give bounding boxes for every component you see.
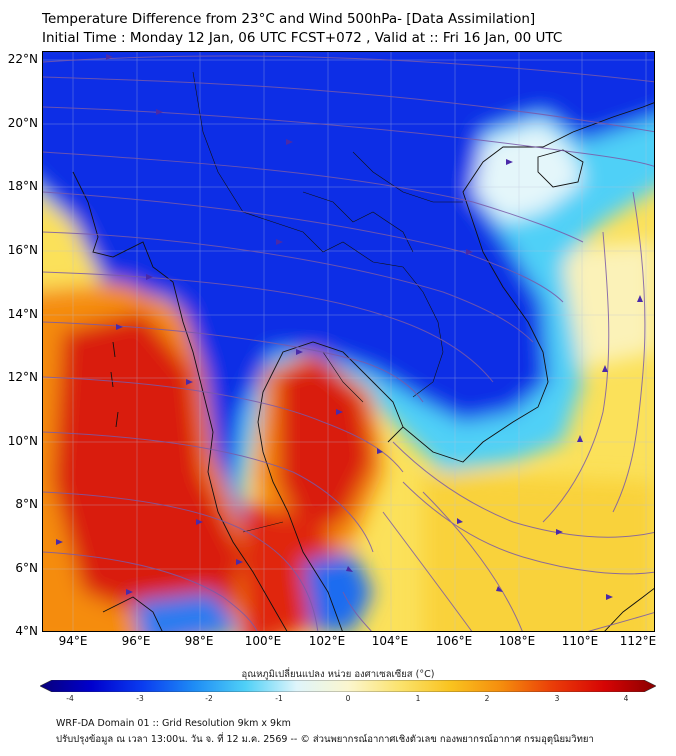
colorbar-tick: 4 [623, 694, 629, 703]
map-subtitle: Initial Time : Monday 12 Jan, 06 UTC FCS… [42, 30, 563, 46]
lon-label-98e: 98°E [184, 634, 214, 648]
colorbar-tick: -1 [275, 694, 283, 703]
lon-label-100e: 100°E [244, 634, 282, 648]
map-title: Temperature Difference from 23°C and Win… [42, 11, 536, 27]
temperature-wind-map [43, 52, 654, 631]
lon-label-110e: 110°E [561, 634, 599, 648]
lat-label-6n: 6°N [15, 561, 38, 575]
lon-label-108e: 108°E [498, 634, 536, 648]
colorbar-tick: 1 [415, 694, 421, 703]
colorbar-tick: -2 [205, 694, 213, 703]
lat-label-22n: 22°N [7, 52, 38, 66]
lon-label-104e: 104°E [371, 634, 409, 648]
lat-label-20n: 20°N [7, 116, 38, 130]
colorbar-title: อุณหภูมิเปลี่ยนแปลง หน่วย องศาเซลเซียส (… [241, 669, 435, 680]
footer-model-info: WRF-DA Domain 01 :: Grid Resolution 9km … [56, 718, 291, 729]
lat-label-4n: 4°N [15, 624, 38, 638]
coastlines [72, 71, 654, 631]
colorbar-tick: -3 [136, 694, 144, 703]
lat-label-14n: 14°N [7, 307, 38, 321]
temperature-field [43, 52, 654, 631]
lat-label-12n: 12°N [7, 370, 38, 384]
lat-label-10n: 10°N [7, 434, 38, 448]
colorbar-tick: 0 [345, 694, 351, 703]
lon-label-106e: 106°E [435, 634, 473, 648]
map-panel [42, 51, 655, 632]
lon-label-94e: 94°E [58, 634, 88, 648]
lat-label-18n: 18°N [7, 179, 38, 193]
colorbar-tick: -4 [66, 694, 74, 703]
lon-label-112e: 112°E [619, 634, 657, 648]
footer-credit: ปรับปรุงข้อมูล ณ เวลา 13:00น. วัน จ. ที่… [56, 734, 594, 745]
colorbar-tick: 3 [554, 694, 560, 703]
grid-lines [43, 52, 654, 631]
colorbar-gradient [40, 680, 656, 692]
lon-label-102e: 102°E [308, 634, 346, 648]
lon-label-96e: 96°E [121, 634, 151, 648]
wind-arrows [56, 54, 643, 600]
lat-label-8n: 8°N [15, 497, 38, 511]
colorbar [40, 680, 656, 692]
lat-label-16n: 16°N [7, 243, 38, 257]
colorbar-tick: 2 [484, 694, 490, 703]
